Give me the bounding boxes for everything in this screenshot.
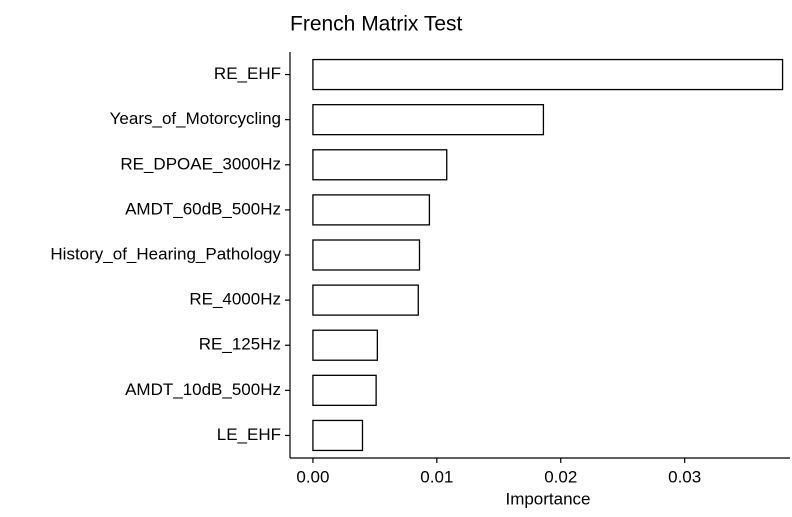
x-tick-label: 0.02	[544, 467, 577, 486]
y-tick-label: AMDT_60dB_500Hz	[125, 199, 281, 218]
y-tick-label: RE_125Hz	[199, 335, 281, 354]
y-tick-label: LE_EHF	[217, 425, 281, 444]
y-tick-label: RE_EHF	[214, 64, 281, 83]
bar	[312, 284, 419, 316]
y-tick-label: History_of_Hearing_Pathology	[50, 244, 281, 263]
y-tick-label: AMDT_10dB_500Hz	[125, 380, 281, 399]
bar	[312, 239, 421, 271]
bar	[312, 329, 379, 361]
y-tick-label: RE_4000Hz	[189, 290, 281, 309]
x-tick-label: 0.00	[296, 467, 329, 486]
bar	[312, 149, 448, 181]
y-tick-label: Years_of_Motorcycling	[110, 109, 281, 128]
bar	[312, 374, 377, 406]
bar	[312, 419, 364, 452]
bar	[312, 58, 784, 91]
bar	[312, 104, 545, 136]
x-tick-label: 0.03	[668, 467, 701, 486]
y-tick-label: RE_DPOAE_3000Hz	[120, 154, 281, 173]
chart-title: French Matrix Test	[290, 13, 462, 36]
x-axis-label: Importance	[505, 489, 590, 508]
x-tick-label: 0.01	[420, 467, 453, 486]
bar	[312, 194, 431, 226]
